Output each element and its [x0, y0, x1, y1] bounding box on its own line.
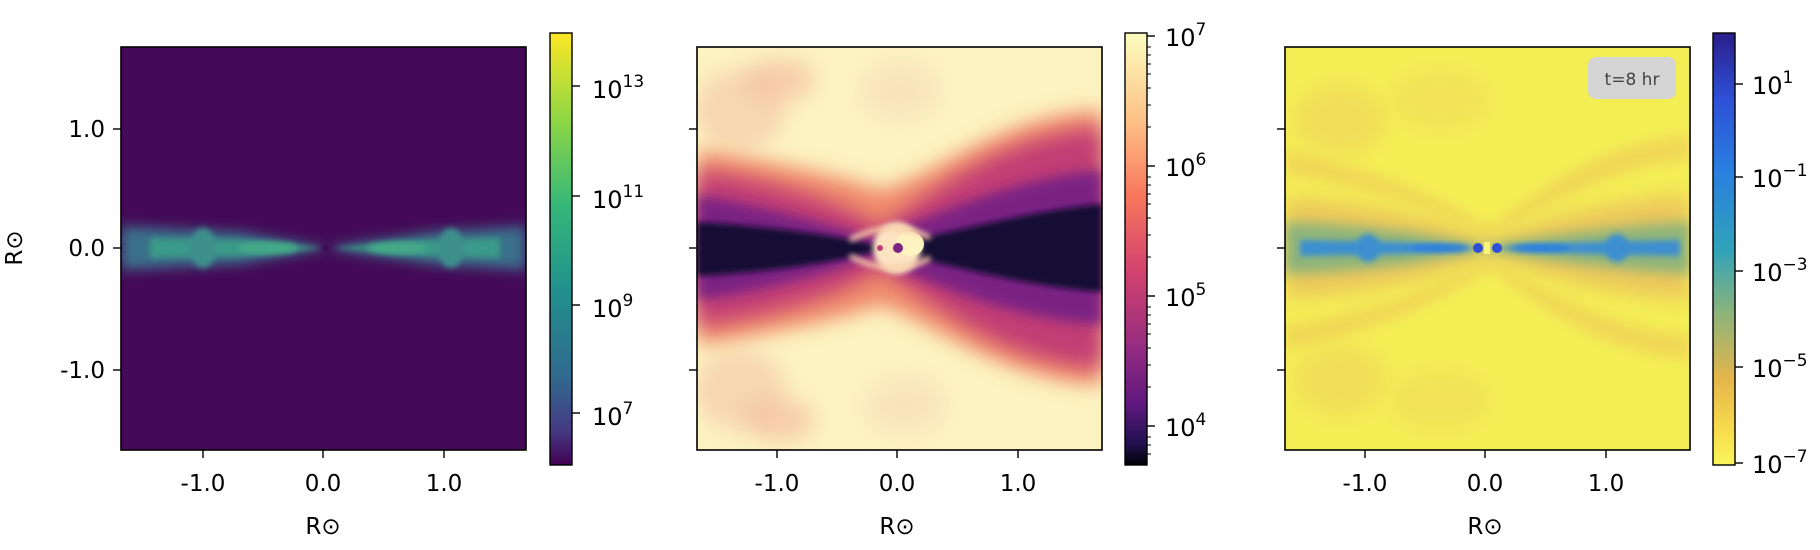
colorbar-tick-label: 104	[1165, 410, 1206, 442]
x-ticks-1: -1.0 0.0 1.0	[181, 450, 463, 497]
colorbar-tick-label: 10−1	[1752, 161, 1808, 193]
time-annotation-text: t=8 hr	[1605, 70, 1660, 90]
x-ticks-3: -1.0 0.0 1.0	[1343, 450, 1625, 497]
colorbar-tick-label: 1011	[592, 182, 644, 214]
panel-2: -1.0 0.0 1.0 R⊙	[689, 20, 1206, 540]
y-tick-label: -1.0	[60, 358, 105, 384]
x-ticks-2: -1.0 0.0 1.0	[755, 450, 1037, 497]
colorbar-tick-label: 105	[1165, 280, 1206, 312]
x-tick-label: 1.0	[1000, 471, 1037, 497]
x-tick-label: 0.0	[305, 471, 342, 497]
x-tick-label: -1.0	[755, 471, 800, 497]
x-tick-label: 1.0	[426, 471, 463, 497]
x-axis-label: R⊙	[305, 514, 340, 540]
colorbar-tick-label: 10−3	[1752, 255, 1808, 287]
panel-1: 1.0 0.0 -1.0 R⊙ -1.0 0.0 1.0 R⊙ 1013 101…	[2, 32, 644, 540]
x-tick-label: 1.0	[1588, 471, 1625, 497]
heatmap-3	[1285, 47, 1690, 450]
colorbar-tick-label: 10−5	[1752, 351, 1808, 383]
heatmap-1	[121, 47, 526, 450]
panel-3: t=8 hr -1.0 0.0 1.0 R⊙ 101 10−1 10−3	[1277, 32, 1808, 540]
colorbar-tick-label: 109	[592, 291, 633, 323]
x-axis-label: R⊙	[1467, 514, 1502, 540]
colorbar-3: 101 10−1 10−3 10−5 10−7	[1712, 32, 1808, 479]
y-axis-label: R⊙	[2, 230, 28, 265]
colorbar-tick-label: 107	[1165, 20, 1206, 52]
y-tick-label: 1.0	[68, 117, 105, 143]
y-tick-label: 0.0	[68, 236, 105, 262]
heatmap-2	[697, 47, 1102, 450]
colorbar-tick-label: 107	[592, 399, 633, 431]
x-tick-label: -1.0	[181, 471, 226, 497]
colorbar-tick-label: 1013	[592, 72, 644, 104]
colorbar-tick-label: 10−7	[1752, 447, 1808, 479]
colorbar-2: 107 106 105 104	[1124, 20, 1206, 466]
x-axis-label: R⊙	[879, 514, 914, 540]
x-tick-label: 0.0	[1467, 471, 1504, 497]
y-ticks-3	[1277, 128, 1285, 371]
x-tick-label: 0.0	[879, 471, 916, 497]
y-ticks-1: 1.0 0.0 -1.0	[60, 117, 121, 384]
colorbar-tick-label: 101	[1752, 68, 1793, 100]
time-annotation: t=8 hr	[1588, 57, 1676, 99]
colorbar-1: 1013 1011 109 107	[549, 32, 644, 466]
y-ticks-2	[689, 128, 697, 371]
colorbar-tick-label: 106	[1165, 150, 1206, 182]
x-tick-label: -1.0	[1343, 471, 1388, 497]
